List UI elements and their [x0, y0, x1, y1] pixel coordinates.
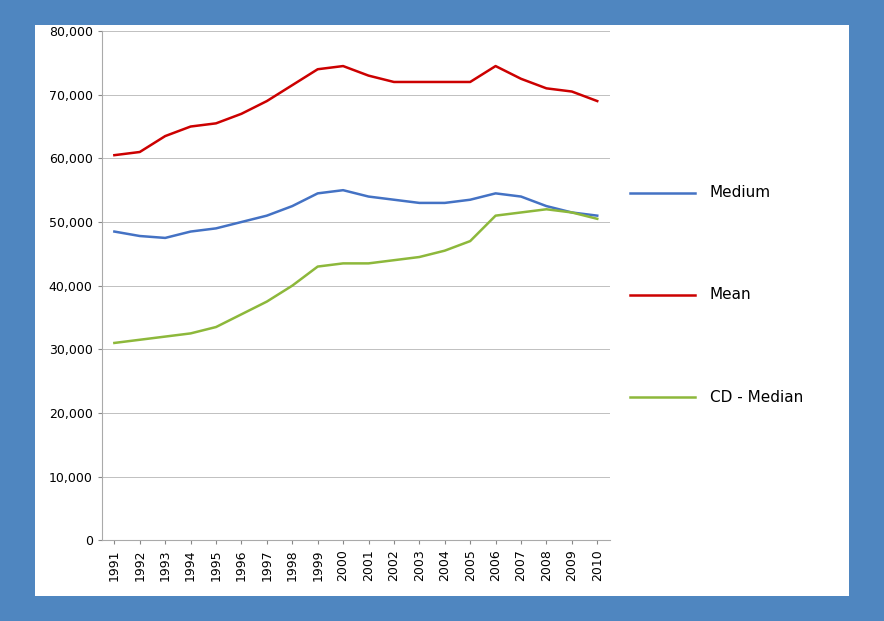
CD - Median [312, 263, 323, 270]
Medium [236, 219, 247, 226]
Medium [338, 186, 348, 194]
CD - Median [541, 206, 552, 213]
Mean [515, 75, 526, 83]
CD - Median [414, 253, 424, 261]
Medium [363, 193, 374, 201]
CD - Median [109, 339, 119, 347]
Mean [287, 81, 298, 89]
Mean [491, 62, 501, 70]
Mean [262, 97, 272, 105]
Medium [439, 199, 450, 207]
Mean [389, 78, 400, 86]
CD - Median [210, 324, 221, 331]
Mean [186, 123, 196, 130]
Medium [541, 202, 552, 210]
Medium [515, 193, 526, 201]
Text: Mean: Mean [710, 288, 751, 302]
Mean [592, 97, 603, 105]
Medium [414, 199, 424, 207]
CD - Median [465, 237, 476, 245]
CD - Median [439, 247, 450, 255]
CD - Median [567, 209, 577, 216]
CD - Median [515, 209, 526, 216]
Medium [262, 212, 272, 219]
Mean [465, 78, 476, 86]
CD - Median [592, 215, 603, 222]
Line: CD - Median: CD - Median [114, 209, 598, 343]
Medium [389, 196, 400, 204]
Mean [541, 84, 552, 92]
Mean [414, 78, 424, 86]
CD - Median [491, 212, 501, 219]
Text: CD - Median: CD - Median [710, 390, 803, 405]
Medium [134, 232, 145, 240]
Medium [210, 225, 221, 232]
Medium [567, 209, 577, 216]
CD - Median [389, 256, 400, 264]
Mean [567, 88, 577, 95]
CD - Median [262, 298, 272, 306]
Medium [287, 202, 298, 210]
CD - Median [363, 260, 374, 267]
Mean [338, 62, 348, 70]
Mean [363, 72, 374, 79]
CD - Median [186, 330, 196, 337]
Mean [160, 132, 171, 140]
Medium [109, 228, 119, 235]
CD - Median [160, 333, 171, 340]
Mean [439, 78, 450, 86]
Line: Medium: Medium [114, 190, 598, 238]
Mean [134, 148, 145, 156]
Medium [592, 212, 603, 219]
Text: Medium: Medium [710, 185, 771, 200]
Mean [109, 152, 119, 159]
Medium [160, 234, 171, 242]
Medium [186, 228, 196, 235]
Line: Mean: Mean [114, 66, 598, 155]
Medium [312, 189, 323, 197]
Medium [491, 189, 501, 197]
Medium [465, 196, 476, 204]
CD - Median [236, 310, 247, 318]
CD - Median [134, 336, 145, 343]
CD - Median [287, 282, 298, 289]
Mean [236, 110, 247, 117]
Mean [210, 120, 221, 127]
CD - Median [338, 260, 348, 267]
Mean [312, 66, 323, 73]
